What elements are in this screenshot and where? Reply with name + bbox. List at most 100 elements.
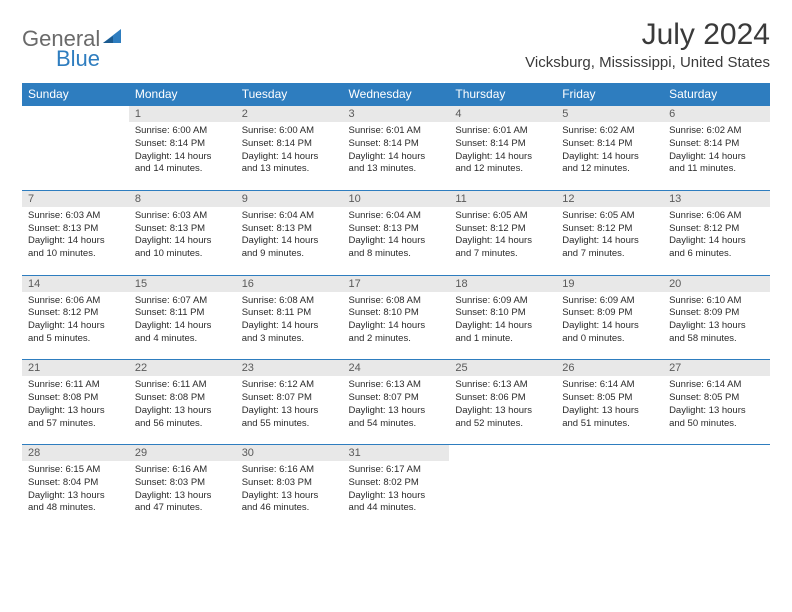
- week-row: 21Sunrise: 6:11 AMSunset: 8:08 PMDayligh…: [22, 360, 770, 439]
- day-cell: 30Sunrise: 6:16 AMSunset: 8:03 PMDayligh…: [236, 445, 343, 524]
- day-body: Sunrise: 6:09 AMSunset: 8:10 PMDaylight:…: [449, 292, 556, 354]
- day-cell: 1Sunrise: 6:00 AMSunset: 8:14 PMDaylight…: [129, 106, 236, 185]
- sunset-text: Sunset: 8:08 PM: [28, 392, 123, 405]
- day-cell: 29Sunrise: 6:16 AMSunset: 8:03 PMDayligh…: [129, 445, 236, 524]
- logo-triangle-icon: [103, 29, 123, 50]
- daylight-text: Daylight: 14 hours and 6 minutes.: [669, 235, 764, 261]
- day-body: Sunrise: 6:13 AMSunset: 8:06 PMDaylight:…: [449, 376, 556, 438]
- sunrise-text: Sunrise: 6:16 AM: [135, 464, 230, 477]
- daylight-text: Daylight: 14 hours and 7 minutes.: [455, 235, 550, 261]
- sunrise-text: Sunrise: 6:13 AM: [455, 379, 550, 392]
- day-cell: 21Sunrise: 6:11 AMSunset: 8:08 PMDayligh…: [22, 360, 129, 439]
- day-cell: 4Sunrise: 6:01 AMSunset: 8:14 PMDaylight…: [449, 106, 556, 185]
- day-cell: 25Sunrise: 6:13 AMSunset: 8:06 PMDayligh…: [449, 360, 556, 439]
- sunrise-text: Sunrise: 6:17 AM: [349, 464, 444, 477]
- day-cell: 6Sunrise: 6:02 AMSunset: 8:14 PMDaylight…: [663, 106, 770, 185]
- day-cell: [556, 445, 663, 524]
- col-fri: Friday: [556, 83, 663, 106]
- daylight-text: Daylight: 13 hours and 48 minutes.: [28, 490, 123, 516]
- sunrise-text: Sunrise: 6:06 AM: [28, 295, 123, 308]
- day-cell: 3Sunrise: 6:01 AMSunset: 8:14 PMDaylight…: [343, 106, 450, 185]
- day-body: Sunrise: 6:02 AMSunset: 8:14 PMDaylight:…: [556, 122, 663, 184]
- day-number: 15: [129, 276, 236, 292]
- daylight-text: Daylight: 14 hours and 13 minutes.: [242, 151, 337, 177]
- day-body: Sunrise: 6:04 AMSunset: 8:13 PMDaylight:…: [343, 207, 450, 269]
- week-row: 1Sunrise: 6:00 AMSunset: 8:14 PMDaylight…: [22, 106, 770, 185]
- day-number: 16: [236, 276, 343, 292]
- sunset-text: Sunset: 8:07 PM: [349, 392, 444, 405]
- day-cell: 24Sunrise: 6:13 AMSunset: 8:07 PMDayligh…: [343, 360, 450, 439]
- sunset-text: Sunset: 8:10 PM: [349, 307, 444, 320]
- day-number: 11: [449, 191, 556, 207]
- daylight-text: Daylight: 13 hours and 56 minutes.: [135, 405, 230, 431]
- daylight-text: Daylight: 14 hours and 5 minutes.: [28, 320, 123, 346]
- day-cell: 23Sunrise: 6:12 AMSunset: 8:07 PMDayligh…: [236, 360, 343, 439]
- sunrise-text: Sunrise: 6:14 AM: [669, 379, 764, 392]
- day-body: Sunrise: 6:00 AMSunset: 8:14 PMDaylight:…: [129, 122, 236, 184]
- day-cell: 19Sunrise: 6:09 AMSunset: 8:09 PMDayligh…: [556, 275, 663, 354]
- daylight-text: Daylight: 13 hours and 50 minutes.: [669, 405, 764, 431]
- day-cell: 9Sunrise: 6:04 AMSunset: 8:13 PMDaylight…: [236, 190, 343, 269]
- day-body: Sunrise: 6:02 AMSunset: 8:14 PMDaylight:…: [663, 122, 770, 184]
- sunset-text: Sunset: 8:13 PM: [135, 223, 230, 236]
- sunrise-text: Sunrise: 6:14 AM: [562, 379, 657, 392]
- day-body: Sunrise: 6:06 AMSunset: 8:12 PMDaylight:…: [22, 292, 129, 354]
- sunrise-text: Sunrise: 6:05 AM: [455, 210, 550, 223]
- daylight-text: Daylight: 14 hours and 0 minutes.: [562, 320, 657, 346]
- day-number: 10: [343, 191, 450, 207]
- day-cell: 18Sunrise: 6:09 AMSunset: 8:10 PMDayligh…: [449, 275, 556, 354]
- day-body: Sunrise: 6:07 AMSunset: 8:11 PMDaylight:…: [129, 292, 236, 354]
- calendar-table: Sunday Monday Tuesday Wednesday Thursday…: [22, 83, 770, 523]
- day-cell: [22, 106, 129, 185]
- daylight-text: Daylight: 13 hours and 47 minutes.: [135, 490, 230, 516]
- day-body: Sunrise: 6:00 AMSunset: 8:14 PMDaylight:…: [236, 122, 343, 184]
- sunset-text: Sunset: 8:14 PM: [242, 138, 337, 151]
- daylight-text: Daylight: 14 hours and 14 minutes.: [135, 151, 230, 177]
- sunrise-text: Sunrise: 6:09 AM: [562, 295, 657, 308]
- location-text: Vicksburg, Mississippi, United States: [525, 54, 770, 71]
- day-number: 13: [663, 191, 770, 207]
- sunset-text: Sunset: 8:12 PM: [562, 223, 657, 236]
- sunset-text: Sunset: 8:07 PM: [242, 392, 337, 405]
- month-title: July 2024: [525, 18, 770, 52]
- day-body: Sunrise: 6:06 AMSunset: 8:12 PMDaylight:…: [663, 207, 770, 269]
- sunset-text: Sunset: 8:13 PM: [242, 223, 337, 236]
- sunset-text: Sunset: 8:14 PM: [562, 138, 657, 151]
- sunrise-text: Sunrise: 6:04 AM: [349, 210, 444, 223]
- day-number: 18: [449, 276, 556, 292]
- daylight-text: Daylight: 14 hours and 11 minutes.: [669, 151, 764, 177]
- sunset-text: Sunset: 8:03 PM: [135, 477, 230, 490]
- sunset-text: Sunset: 8:04 PM: [28, 477, 123, 490]
- day-body: Sunrise: 6:13 AMSunset: 8:07 PMDaylight:…: [343, 376, 450, 438]
- day-number: 8: [129, 191, 236, 207]
- day-number: 31: [343, 445, 450, 461]
- week-row: 28Sunrise: 6:15 AMSunset: 8:04 PMDayligh…: [22, 445, 770, 524]
- sunset-text: Sunset: 8:08 PM: [135, 392, 230, 405]
- day-number: 6: [663, 106, 770, 122]
- day-number: [556, 445, 663, 461]
- sunset-text: Sunset: 8:11 PM: [242, 307, 337, 320]
- daylight-text: Daylight: 14 hours and 2 minutes.: [349, 320, 444, 346]
- logo-second-line: Blue: [22, 46, 100, 72]
- sunrise-text: Sunrise: 6:13 AM: [349, 379, 444, 392]
- day-number: [663, 445, 770, 461]
- col-mon: Monday: [129, 83, 236, 106]
- sunrise-text: Sunrise: 6:01 AM: [455, 125, 550, 138]
- day-body: Sunrise: 6:16 AMSunset: 8:03 PMDaylight:…: [236, 461, 343, 523]
- sunrise-text: Sunrise: 6:10 AM: [669, 295, 764, 308]
- day-number: 26: [556, 360, 663, 376]
- daylight-text: Daylight: 14 hours and 10 minutes.: [28, 235, 123, 261]
- sunset-text: Sunset: 8:10 PM: [455, 307, 550, 320]
- day-body: Sunrise: 6:04 AMSunset: 8:13 PMDaylight:…: [236, 207, 343, 269]
- day-number: 5: [556, 106, 663, 122]
- day-number: 17: [343, 276, 450, 292]
- day-body: Sunrise: 6:12 AMSunset: 8:07 PMDaylight:…: [236, 376, 343, 438]
- day-cell: 10Sunrise: 6:04 AMSunset: 8:13 PMDayligh…: [343, 190, 450, 269]
- daylight-text: Daylight: 14 hours and 10 minutes.: [135, 235, 230, 261]
- title-block: July 2024 Vicksburg, Mississippi, United…: [525, 18, 770, 79]
- day-body: Sunrise: 6:14 AMSunset: 8:05 PMDaylight:…: [556, 376, 663, 438]
- day-body: Sunrise: 6:10 AMSunset: 8:09 PMDaylight:…: [663, 292, 770, 354]
- sunrise-text: Sunrise: 6:04 AM: [242, 210, 337, 223]
- sunset-text: Sunset: 8:05 PM: [669, 392, 764, 405]
- day-number: 12: [556, 191, 663, 207]
